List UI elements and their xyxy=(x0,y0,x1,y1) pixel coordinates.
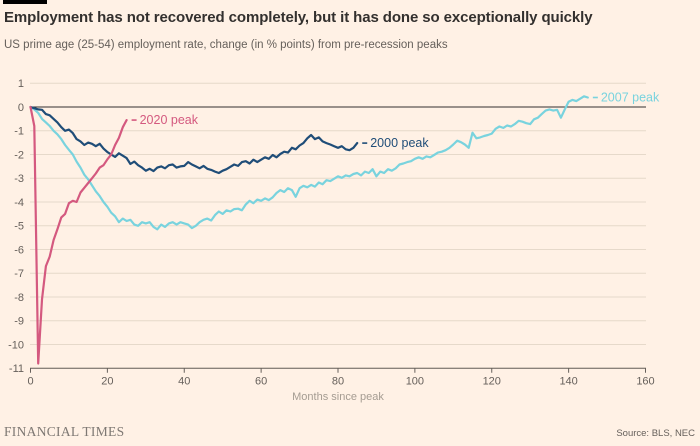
x-tick-label: 0 xyxy=(27,375,33,387)
x-tick-label: 60 xyxy=(255,375,267,387)
x-tick-label: 160 xyxy=(636,375,654,387)
y-tick-label: -6 xyxy=(14,244,24,256)
y-tick-label: -1 xyxy=(14,126,24,138)
y-tick-label: -3 xyxy=(14,173,24,185)
ft-brand-bar xyxy=(3,0,47,4)
x-tick-label: 20 xyxy=(101,375,113,387)
series-line-2007-peak xyxy=(29,95,589,231)
series-line-2000-peak xyxy=(29,105,359,175)
chart-title: Employment has not recovered completely,… xyxy=(4,9,593,26)
x-tick-label: 80 xyxy=(332,375,344,387)
x-tick-label: 140 xyxy=(559,375,577,387)
ft-logo-text: FINANCIAL TIMES xyxy=(4,424,125,439)
y-tick-label: -5 xyxy=(14,221,24,233)
y-tick-label: -11 xyxy=(9,363,24,375)
y-tick-label: -10 xyxy=(8,339,24,351)
series-line-2020-peak xyxy=(29,105,128,365)
x-axis-title: Months since peak xyxy=(292,391,384,403)
y-tick-label: -9 xyxy=(14,316,24,328)
x-tick-label: 120 xyxy=(483,375,501,387)
chart-subtitle: US prime age (25-54) employment rate, ch… xyxy=(4,39,448,51)
source-note: Source: BLS, NEC xyxy=(616,428,695,439)
series-label-2000-peak: 2000 peak xyxy=(370,136,429,150)
x-tick-label: 40 xyxy=(178,375,190,387)
y-tick-label: -7 xyxy=(14,268,24,280)
y-tick-label: -2 xyxy=(14,149,24,161)
x-tick-label: 100 xyxy=(406,375,424,387)
y-tick-label: -4 xyxy=(14,197,24,209)
series-label-2020-peak: 2020 peak xyxy=(140,113,199,127)
y-tick-label: 1 xyxy=(18,78,24,90)
series-label-2007-peak: 2007 peak xyxy=(601,91,660,105)
y-tick-label: -8 xyxy=(14,292,24,304)
y-tick-label: 0 xyxy=(18,102,24,114)
